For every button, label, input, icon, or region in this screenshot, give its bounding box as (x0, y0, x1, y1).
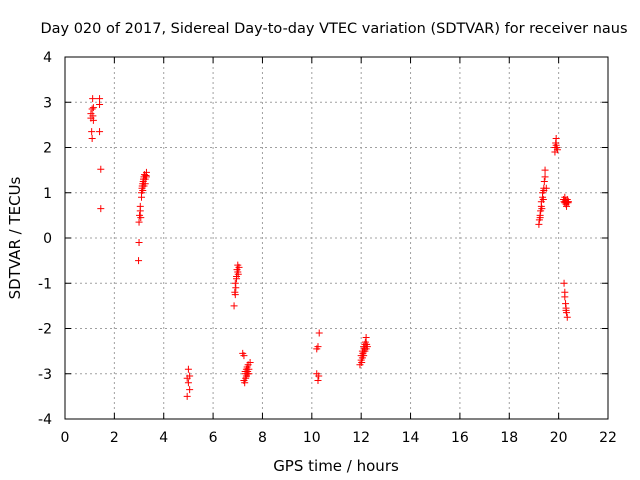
y-tick-label: 4 (43, 50, 52, 66)
data-point (565, 198, 573, 206)
data-point (561, 293, 569, 301)
data-point (234, 270, 242, 278)
data-point (314, 343, 322, 351)
y-tick-label: 2 (43, 141, 52, 157)
data-point (96, 128, 104, 136)
data-point (184, 379, 192, 387)
data-point (183, 392, 191, 400)
data-point (89, 95, 97, 103)
data-point (88, 128, 96, 136)
data-point (363, 343, 371, 351)
x-tick-label: 0 (61, 430, 70, 446)
x-tick-label: 4 (159, 430, 168, 446)
data-point (88, 134, 96, 142)
data-point (245, 370, 253, 378)
grid (65, 57, 608, 419)
data-point (560, 279, 568, 287)
y-tick-label: -2 (38, 322, 52, 338)
data-point (539, 196, 547, 204)
data-point (231, 291, 239, 299)
data-point (246, 358, 254, 366)
data-point (552, 134, 560, 142)
data-point (536, 214, 544, 222)
y-tick-label: 1 (43, 186, 52, 202)
data-point (135, 239, 143, 247)
data-point (137, 214, 145, 222)
data-point (315, 372, 323, 380)
x-tick-label: 2 (110, 430, 119, 446)
data-point (235, 263, 243, 271)
data-point (553, 146, 561, 154)
y-axis-label: SDTVAR / TECUs (6, 176, 24, 299)
data-point (563, 309, 571, 317)
data-point (542, 184, 550, 192)
data-series (87, 95, 573, 400)
x-tick-label: 20 (550, 430, 568, 446)
data-point (96, 95, 104, 103)
x-tick-label: 12 (352, 430, 370, 446)
data-point (97, 165, 105, 173)
data-point (233, 275, 241, 283)
data-point (89, 116, 97, 124)
y-axis: -4 -3 -2 -1 0 1 2 3 4 (38, 50, 608, 428)
data-point (141, 180, 149, 188)
x-tick-label: 14 (402, 430, 420, 446)
y-tick-label: -1 (38, 276, 52, 292)
y-tick-label: 3 (43, 95, 52, 111)
data-point (541, 166, 549, 174)
data-point (184, 365, 192, 373)
data-point (541, 173, 549, 181)
data-point (240, 352, 248, 360)
data-point (563, 313, 571, 321)
data-point (88, 105, 96, 113)
data-point (186, 372, 194, 380)
data-point (97, 205, 105, 213)
data-point (230, 302, 238, 310)
x-tick-label: 8 (258, 430, 267, 446)
data-point (315, 329, 323, 337)
x-tick-label: 22 (599, 430, 617, 446)
data-point (358, 358, 366, 366)
data-point (540, 177, 548, 185)
data-point (96, 101, 104, 109)
data-point (362, 334, 370, 342)
x-tick-label: 18 (500, 430, 518, 446)
data-point (186, 386, 194, 394)
data-point (135, 218, 143, 226)
data-point (139, 186, 147, 194)
y-tick-label: 0 (43, 231, 52, 247)
chart-title: Day 020 of 2017, Sidereal Day-to-day VTE… (40, 21, 627, 37)
x-tick-label: 10 (303, 430, 321, 446)
data-point (360, 352, 368, 360)
data-point (563, 202, 571, 210)
data-point (142, 173, 150, 181)
data-point (135, 257, 143, 265)
x-tick-label: 16 (451, 430, 469, 446)
x-axis: 0 2 4 6 8 10 12 14 16 18 20 22 (61, 57, 617, 446)
data-point (136, 202, 144, 210)
y-tick-label: -3 (38, 367, 52, 383)
y-tick-label: -4 (38, 412, 52, 428)
data-point (314, 377, 322, 385)
data-point (232, 284, 240, 292)
data-point (538, 205, 546, 213)
data-point (89, 104, 97, 112)
data-point (241, 379, 249, 387)
x-tick-label: 6 (209, 430, 218, 446)
x-axis-label: GPS time / hours (273, 457, 399, 475)
